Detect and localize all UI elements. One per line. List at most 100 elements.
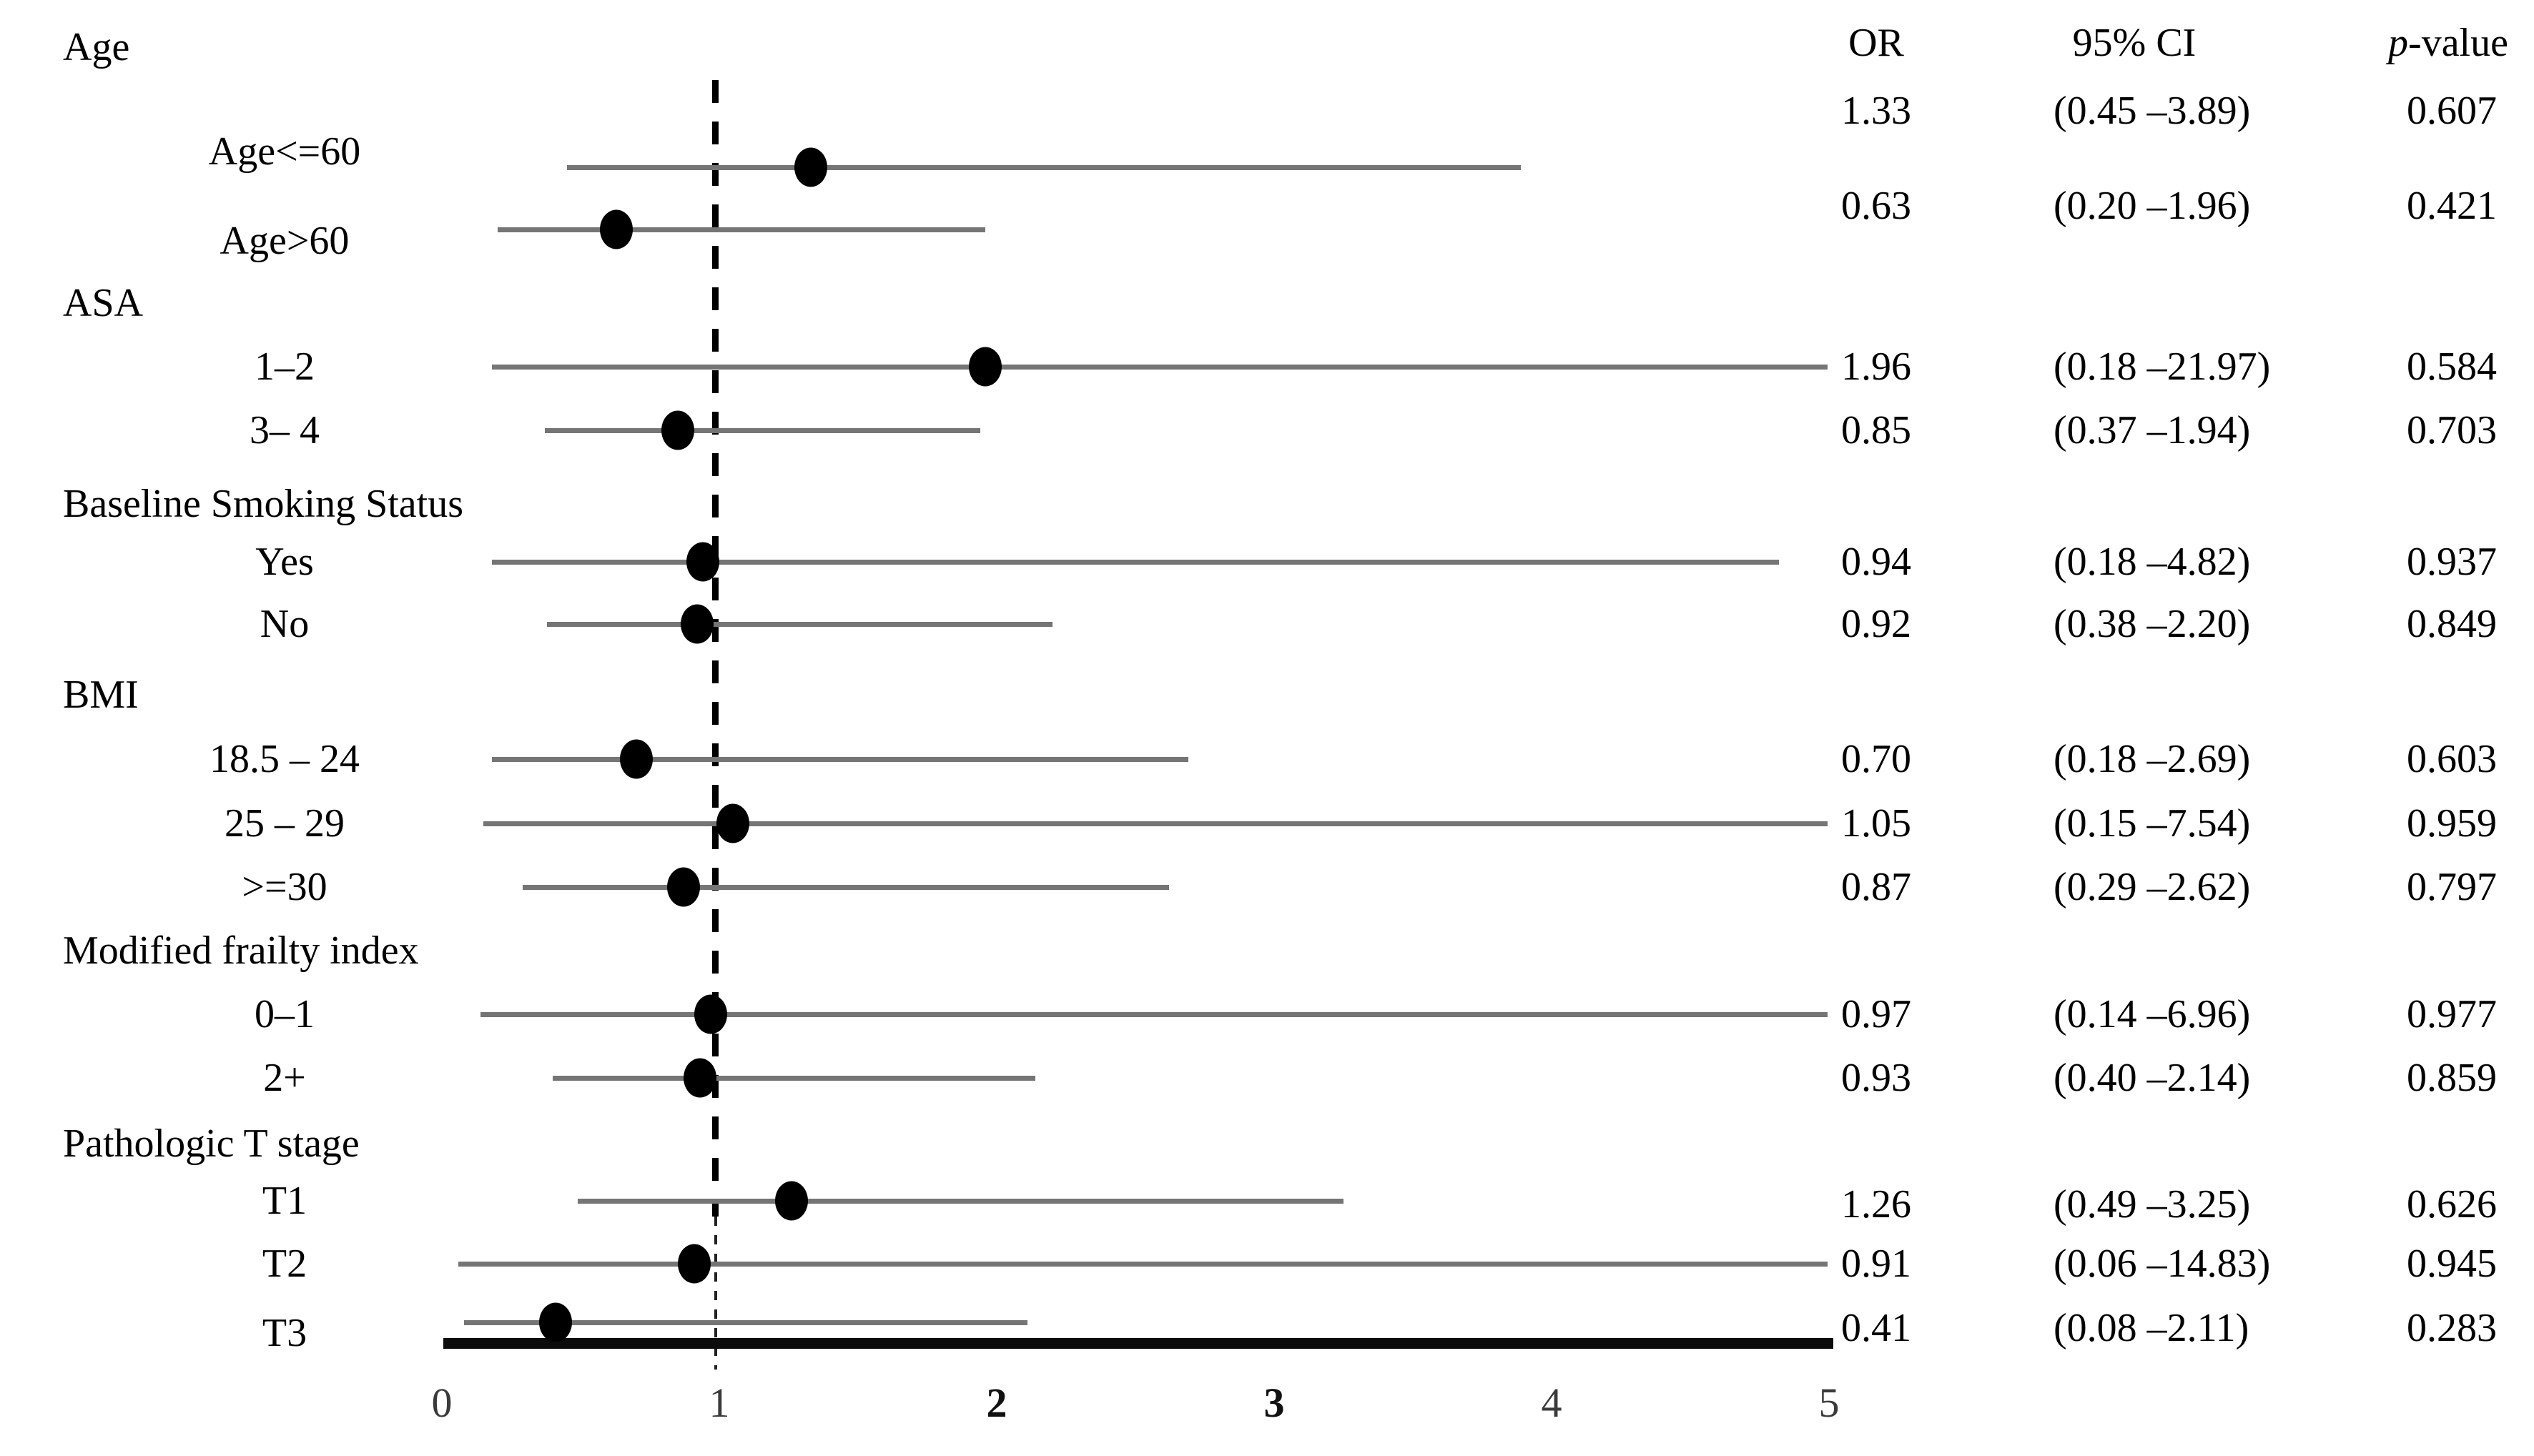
- ci-line: [491, 560, 1780, 565]
- column-header-ci: 95% CI: [2072, 21, 2197, 65]
- ci-line: [522, 885, 1169, 890]
- x-tick-label: 1: [709, 1380, 730, 1426]
- p-value: 0.607: [2407, 89, 2497, 133]
- or-value: 0.97: [1841, 992, 1911, 1036]
- or-value: 0.41: [1841, 1306, 1911, 1350]
- or-value: 0.85: [1841, 408, 1911, 452]
- item-label: Yes: [255, 540, 314, 584]
- p-value: 0.626: [2407, 1182, 2497, 1227]
- item-label: No: [260, 602, 310, 646]
- or-dot: [694, 994, 728, 1034]
- or-dot: [600, 209, 634, 249]
- ci-value: (0.18 –4.82): [2054, 540, 2251, 584]
- ci-value: (0.06 –14.83): [2054, 1242, 2271, 1286]
- or-dot: [680, 604, 714, 644]
- ci-line: [578, 1199, 1344, 1204]
- x-tick-label: 0: [431, 1380, 453, 1426]
- x-tick-label: 4: [1541, 1380, 1562, 1426]
- ci-line: [491, 757, 1188, 762]
- ci-value: (0.45 –3.89): [2054, 89, 2251, 133]
- ci-line: [491, 365, 1828, 370]
- group-label: Modified frailty index: [63, 928, 419, 973]
- p-value: 0.584: [2407, 345, 2497, 389]
- reference-line-lower: [714, 1217, 717, 1370]
- ci-line: [553, 1076, 1036, 1081]
- p-value: 0.945: [2407, 1242, 2497, 1286]
- or-value: 0.91: [1841, 1242, 1911, 1286]
- p-value-header-italic-p: p: [2388, 21, 2409, 65]
- x-tick-label: 5: [1818, 1380, 1840, 1426]
- item-label: Age<=60: [208, 129, 361, 174]
- column-header-p-value: p-value: [2388, 23, 2508, 63]
- ci-value: (0.40 –2.14): [2054, 1056, 2251, 1100]
- ci-value: (0.14 –6.96): [2054, 992, 2251, 1036]
- or-value: 0.63: [1841, 184, 1911, 228]
- ci-value: (0.18 –2.69): [2054, 737, 2251, 781]
- or-dot: [661, 410, 694, 450]
- ci-line: [480, 1012, 1828, 1017]
- p-value: 0.703: [2407, 408, 2497, 452]
- or-value: 0.92: [1841, 602, 1911, 646]
- or-value: 1.33: [1841, 89, 1911, 133]
- ci-value: (0.37 –1.94): [2054, 408, 2251, 452]
- group-label: ASA: [63, 281, 144, 325]
- or-value: 0.70: [1841, 737, 1911, 781]
- or-value: 0.94: [1841, 540, 1911, 584]
- reference-line-upper: [712, 80, 719, 1217]
- or-value: 0.93: [1841, 1056, 1911, 1100]
- p-value: 0.421: [2407, 184, 2497, 228]
- or-value: 1.26: [1841, 1182, 1911, 1227]
- item-label: 3– 4: [250, 408, 320, 452]
- item-label: T3: [262, 1311, 307, 1355]
- column-header-or: OR: [1848, 21, 1904, 65]
- group-label: Pathologic T stage: [63, 1121, 360, 1166]
- or-value: 1.05: [1841, 801, 1911, 846]
- item-label: T1: [262, 1179, 307, 1223]
- or-dot: [774, 1181, 808, 1221]
- or-dot: [969, 347, 1002, 387]
- or-dot: [666, 867, 700, 907]
- ci-line: [458, 1262, 1828, 1267]
- group-label: Age: [63, 25, 130, 69]
- p-value: 0.937: [2407, 540, 2497, 584]
- p-value: 0.977: [2407, 992, 2497, 1036]
- or-dot: [539, 1302, 573, 1342]
- ci-value: (0.15 –7.54): [2054, 801, 2251, 846]
- ci-line: [483, 821, 1828, 826]
- group-label: Baseline Smoking Status: [63, 482, 463, 526]
- x-tick-label: 3: [1263, 1380, 1285, 1426]
- item-label: 18.5 – 24: [209, 737, 360, 781]
- ci-line: [497, 227, 986, 232]
- p-value: 0.959: [2407, 801, 2497, 846]
- item-label: Age>60: [220, 219, 350, 263]
- p-value-header-suffix: -value: [2408, 21, 2508, 65]
- item-label: 25 – 29: [225, 801, 345, 846]
- or-value: 1.96: [1841, 345, 1911, 389]
- item-label: 2+: [263, 1056, 306, 1100]
- x-tick-label: 2: [986, 1380, 1007, 1426]
- x-axis-line: [443, 1338, 1833, 1349]
- ci-value: (0.38 –2.20): [2054, 602, 2251, 646]
- p-value: 0.283: [2407, 1306, 2497, 1350]
- or-dot: [794, 147, 828, 187]
- or-dot: [683, 1058, 716, 1098]
- group-label: BMI: [63, 673, 139, 717]
- p-value: 0.603: [2407, 737, 2497, 781]
- ci-line: [547, 622, 1052, 627]
- ci-value: (0.20 –1.96): [2054, 184, 2251, 228]
- or-dot: [619, 739, 653, 779]
- p-value: 0.859: [2407, 1056, 2497, 1100]
- or-dot: [678, 1244, 711, 1284]
- item-label: T2: [262, 1242, 307, 1286]
- ci-line: [566, 165, 1522, 170]
- ci-value: (0.29 –2.62): [2054, 865, 2251, 909]
- ci-value: (0.49 –3.25): [2054, 1182, 2251, 1227]
- p-value: 0.797: [2407, 865, 2497, 909]
- ci-line: [544, 428, 980, 433]
- item-label: >=30: [242, 865, 327, 909]
- or-value: 0.87: [1841, 865, 1911, 909]
- p-value: 0.849: [2407, 602, 2497, 646]
- ci-line: [464, 1320, 1027, 1325]
- ci-value: (0.18 –21.97): [2054, 345, 2271, 389]
